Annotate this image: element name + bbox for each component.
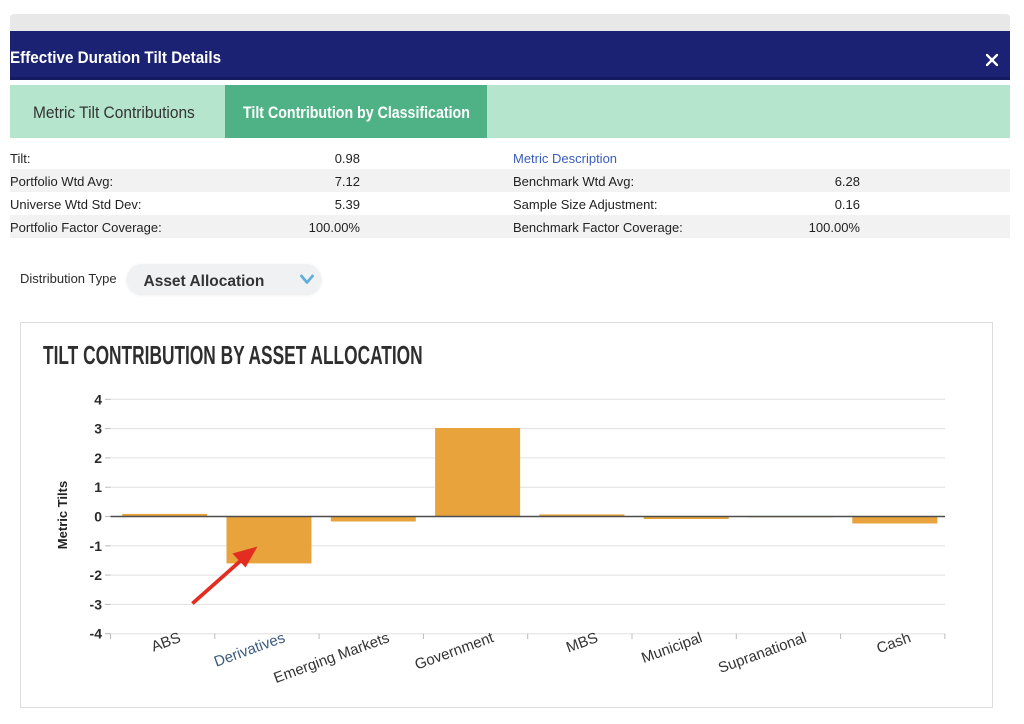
svg-text:Derivatives: Derivatives — [212, 629, 288, 670]
svg-text:4: 4 — [94, 391, 102, 407]
svg-text:1: 1 — [94, 479, 102, 495]
svg-text:-2: -2 — [90, 567, 103, 583]
svg-text:3: 3 — [94, 421, 102, 437]
svg-text:-3: -3 — [90, 596, 103, 612]
svg-text:2: 2 — [94, 450, 102, 466]
svg-text:0: 0 — [94, 509, 102, 525]
svg-text:Metric Tilts: Metric Tilts — [55, 481, 70, 549]
svg-text:Emerging Markets: Emerging Markets — [271, 629, 391, 687]
svg-text:-4: -4 — [90, 626, 103, 642]
svg-text:-1: -1 — [90, 538, 103, 554]
svg-text:Supranational: Supranational — [716, 629, 809, 677]
svg-text:Government: Government — [413, 629, 497, 673]
svg-text:Municipal: Municipal — [639, 629, 704, 667]
